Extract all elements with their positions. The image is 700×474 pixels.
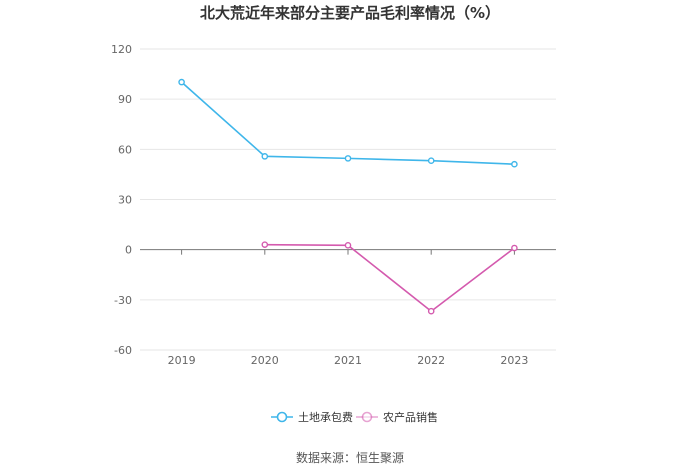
x-tick-label: 2019: [168, 354, 196, 367]
x-tick-label: 2023: [500, 354, 528, 367]
data-point: [344, 242, 352, 249]
data-point: [427, 157, 435, 165]
y-tick-label: 90: [118, 93, 132, 106]
data-point: [511, 244, 518, 252]
legend[interactable]: 土地承包费 农产品销售: [271, 410, 438, 424]
series-layer: [178, 78, 518, 315]
x-tick-label: 2021: [334, 354, 362, 367]
y-tick-label: -60: [114, 344, 132, 357]
series-2: [261, 241, 518, 315]
y-tick-label: 0: [125, 244, 132, 257]
series-line: [264, 243, 515, 313]
x-tick-label: 2020: [251, 354, 279, 367]
legend-marker: [276, 411, 288, 423]
legend-item-2[interactable]: 农产品销售: [356, 410, 438, 424]
legend-label: 土地承包费: [298, 411, 353, 424]
data-point: [344, 155, 352, 162]
series-1: [178, 78, 518, 168]
legend-marker: [361, 411, 373, 423]
x-tick-label: 2022: [417, 354, 445, 367]
legend-item-1[interactable]: 土地承包费: [271, 411, 353, 424]
data-point: [178, 78, 185, 86]
data-point: [511, 160, 518, 168]
y-tick-label: 120: [111, 43, 132, 56]
y-tick-label: 30: [118, 194, 132, 207]
axes: 120 90 60 30 0 -30 -60 2019 2020 2021 2022 2023: [111, 43, 556, 367]
data-point: [427, 307, 435, 315]
y-tick-label: -30: [114, 294, 132, 307]
data-point: [261, 241, 269, 248]
grid: [140, 48, 556, 351]
data-source: 数据来源：恒生聚源: [296, 450, 404, 465]
series-line: [181, 81, 515, 166]
chart-title: 北大荒近年来部分主要产品毛利率情况（%）: [200, 4, 500, 22]
y-tick-label: 60: [118, 143, 132, 156]
data-point: [261, 153, 269, 160]
legend-label: 农产品销售: [383, 410, 438, 424]
